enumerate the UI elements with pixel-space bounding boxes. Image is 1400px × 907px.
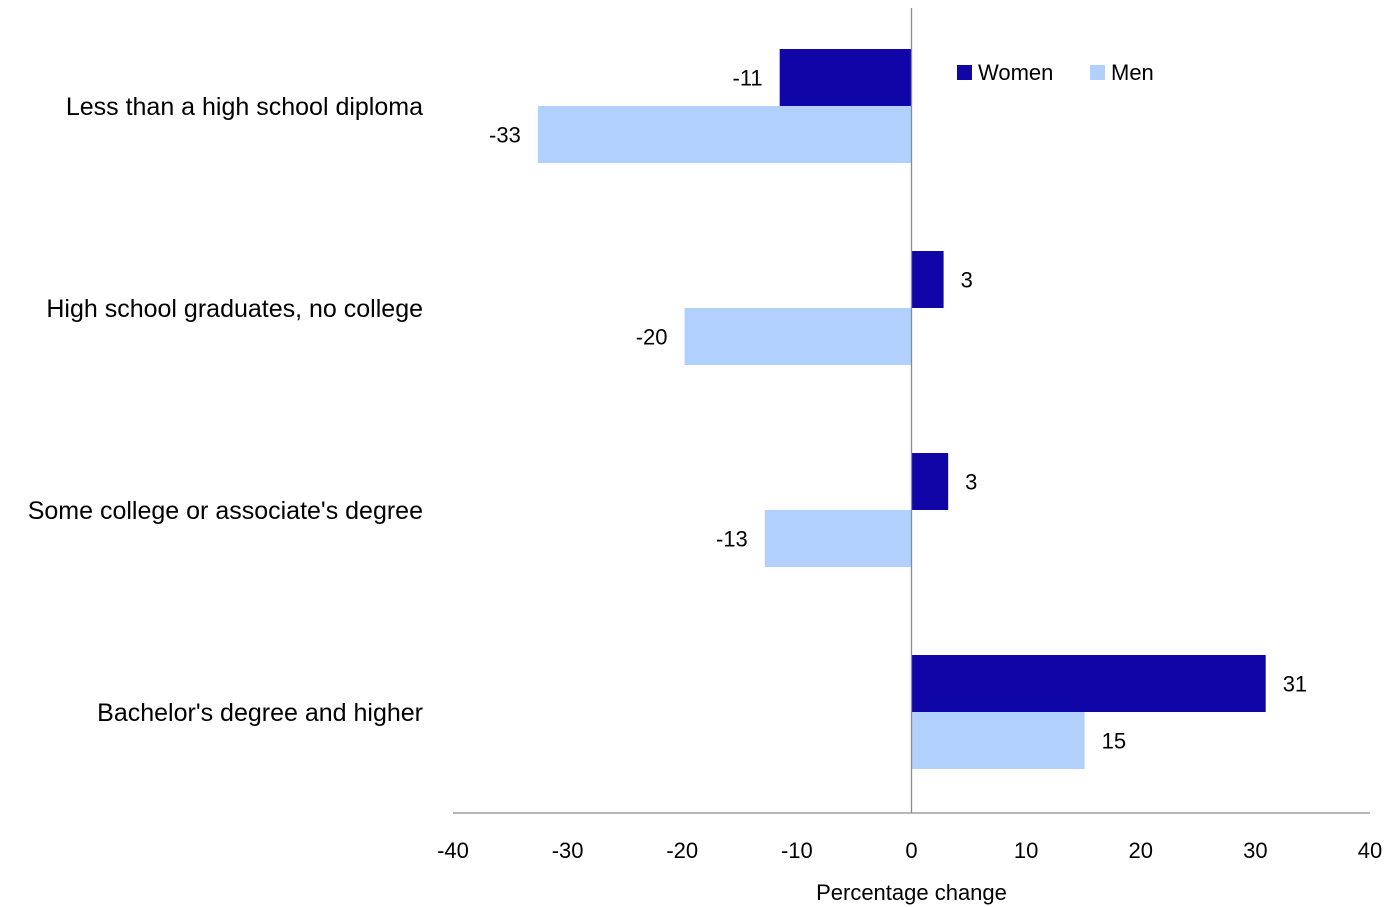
x-tick-label-2: -20 — [666, 838, 698, 863]
bar-men-3 — [911, 712, 1085, 769]
bar-women-1 — [911, 251, 944, 308]
x-tick-label-7: 30 — [1243, 838, 1267, 863]
data-label-men-1: -20 — [636, 325, 668, 350]
category-label-0: Less than a high school diploma — [66, 93, 423, 121]
x-axis: -40 -30 -20 -10 0 10 20 30 40 — [437, 812, 1382, 863]
category-label-3: Bachelor's degree and higher — [97, 699, 423, 727]
bar-women-3 — [911, 655, 1266, 712]
legend-swatch-women — [957, 65, 972, 80]
x-tick-label-0: -40 — [437, 838, 469, 863]
x-tick-label-1: -30 — [552, 838, 584, 863]
legend-swatch-men — [1090, 65, 1105, 80]
x-tick-label-8: 40 — [1358, 838, 1382, 863]
data-label-men-0: -33 — [489, 123, 521, 148]
bar-women-2 — [911, 453, 949, 510]
legend-label-women: Women — [978, 60, 1053, 85]
data-labels: -11 -33 3 -20 3 -13 31 15 — [489, 66, 1307, 754]
legend-label-men: Men — [1111, 60, 1154, 85]
x-axis-title: Percentage change — [816, 880, 1007, 905]
data-label-women-0: -11 — [733, 66, 763, 91]
bar-men-0 — [537, 106, 912, 163]
x-tick-label-4: 0 — [905, 838, 917, 863]
legend: Women Men — [957, 60, 1154, 85]
x-tick-label-5: 10 — [1014, 838, 1038, 863]
bars-layer — [537, 49, 1266, 769]
category-label-2: Some college or associate's degree — [28, 497, 423, 525]
bar-women-0 — [779, 49, 912, 106]
x-tick-label-3: -10 — [781, 838, 813, 863]
data-label-women-1: 3 — [961, 268, 973, 293]
category-label-1: High school graduates, no college — [46, 295, 423, 323]
x-tick-label-6: 20 — [1129, 838, 1153, 863]
bar-men-2 — [764, 510, 912, 567]
data-label-women-3: 31 — [1283, 672, 1307, 697]
data-label-women-2: 3 — [965, 470, 977, 495]
data-label-men-3: 15 — [1102, 729, 1126, 754]
category-labels: Less than a high school diploma High scho… — [28, 93, 423, 727]
data-label-men-2: -13 — [716, 527, 748, 552]
bar-men-1 — [684, 308, 912, 365]
